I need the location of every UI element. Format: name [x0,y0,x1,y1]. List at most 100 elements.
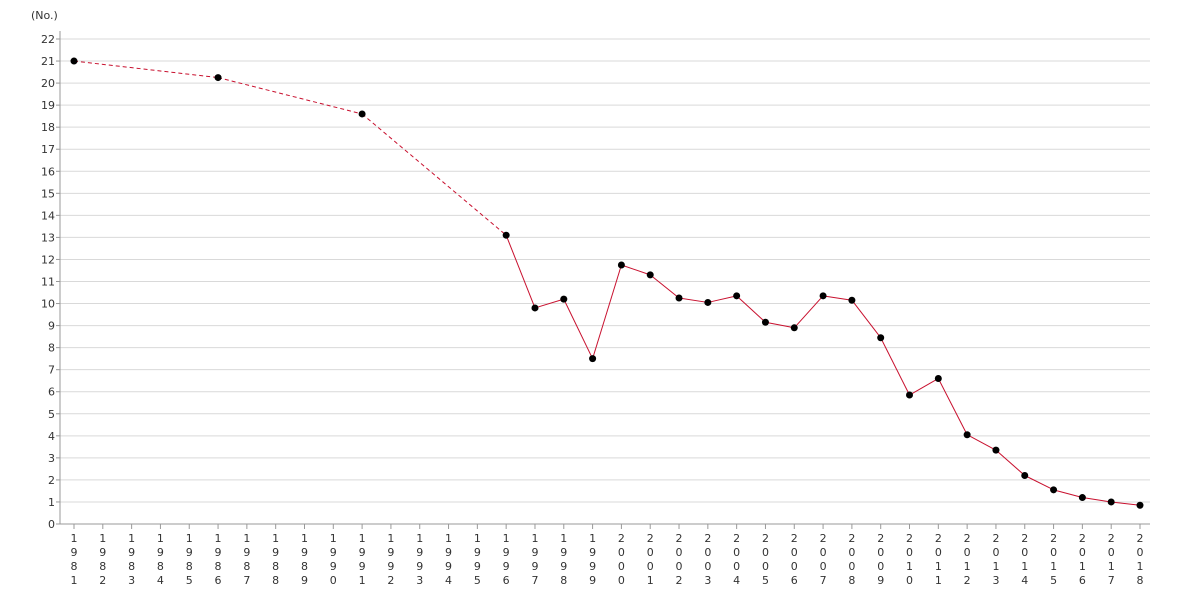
data-point-2008 [848,296,856,304]
x-tick-labels: 1 9 8 1 1 9 8 2 1 9 8 3 1 9 8 4 1 9 8 5 1 9 8 6 1 9 8 7 1 9 8 8 1 9 8 9 1 9 9 0… [71,532,1144,587]
line-segment-2007-2008 [823,295,852,301]
data-point-2011 [934,375,942,382]
data-point-2018 [1136,501,1144,509]
data-point-2014 [1021,472,1029,479]
line-segment-2001-2002 [649,274,680,299]
y-tick-label: 1 [48,496,55,509]
data-point-2003 [704,298,712,306]
line-segment-2017-2018 [1111,501,1141,506]
data-point-1991 [358,110,366,118]
y-tick-label: 20 [41,77,55,90]
line-segment-2011-2012 [937,378,968,435]
y-tick-label: 15 [41,187,55,200]
line-segment-2004-2005 [736,295,766,323]
data-point-2010 [906,391,914,399]
data-point-1999 [589,355,597,363]
data-point-2000 [617,261,625,269]
y-tick-label: 21 [41,55,55,68]
line-segment-1991-1996 [361,113,507,236]
data-point-1981 [70,57,78,65]
line-segment-2006-2007 [793,295,824,329]
line-segment-2010-2011 [909,378,939,396]
line-segment-2008-2009 [851,299,882,339]
line-segment-1999-2000 [592,264,622,359]
data-lines [73,60,1141,506]
line-segment-2005-2006 [765,321,795,329]
line-segment-2015-2016 [1053,489,1083,499]
y-tick-label: 0 [48,518,55,531]
y-tick-label: 13 [41,231,55,244]
y-tick-label: 17 [41,143,55,156]
data-point-2015 [1050,486,1058,494]
y-tick-label: 2 [48,474,55,487]
data-point-2009 [877,334,885,342]
data-point-2016 [1078,494,1086,502]
data-point-2006 [790,324,798,332]
y-tick-label: 5 [48,408,55,421]
line-segment-2002-2003 [678,297,708,303]
y-tick-label: 10 [41,298,55,311]
line-segment-2016-2017 [1082,497,1112,503]
line-segment-1997-1998 [534,298,564,309]
y-tick-label: 11 [41,276,55,289]
data-point-2017 [1107,498,1115,506]
y-tick-label: 18 [41,121,55,134]
line-segment-2014-2015 [1024,475,1054,491]
data-point-1996 [502,231,510,239]
y-tick-label: 4 [48,430,55,443]
line-segment-2013-2014 [995,449,1026,476]
data-point-2012 [963,431,971,439]
data-point-1998 [560,295,568,303]
data-point-2001 [646,271,654,279]
data-point-2007 [819,292,827,300]
line-segment-2000-2001 [621,264,651,276]
data-points [70,57,1144,509]
y-tick-label: 12 [41,253,55,266]
data-point-1986 [214,74,222,82]
data-point-2013 [992,446,1000,454]
data-point-1997 [531,304,539,312]
data-point-2004 [733,292,741,300]
axes [56,31,1150,529]
line-segment-1986-1991 [217,77,363,115]
y-tick-label: 6 [48,386,55,399]
y-tick-label: 16 [41,165,55,178]
y-tick-label: 8 [48,342,55,355]
grid-lines [60,38,1150,503]
data-point-2005 [761,318,769,326]
y-tick-label: 14 [41,209,55,222]
line-segment-2012-2013 [966,434,997,451]
